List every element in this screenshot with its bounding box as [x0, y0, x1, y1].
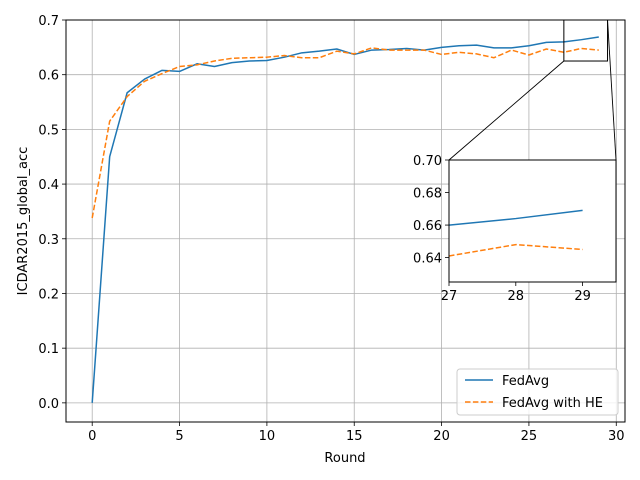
series-line-fedavg — [91, 36, 599, 403]
inset-y-tick-label: 0.68 — [413, 187, 442, 202]
x-tick-label: 0 — [88, 429, 96, 444]
main-series-group — [91, 36, 599, 403]
y-axis-label: ICDAR2015_global_acc — [16, 147, 31, 296]
inset-y-tick-label: 0.70 — [413, 154, 442, 169]
x-tick-label: 20 — [433, 429, 450, 444]
main-axis-ticks: 0 5 10 15 20 25 30 0.0 0.1 0.2 0.3 0.4 0.5 0.6 0.7 — [38, 14, 624, 444]
series-line-fedavg-he — [91, 47, 599, 219]
y-tick-label: 0.5 — [38, 123, 59, 138]
inset-series-group — [449, 209, 583, 257]
legend-box — [456, 368, 619, 416]
y-tick-label: 0.4 — [38, 178, 59, 193]
zoom-indicator — [448, 19, 617, 161]
x-tick-label: 15 — [346, 429, 363, 444]
inset-series-line-fedavg-he — [449, 243, 583, 257]
x-tick-label: 10 — [259, 429, 276, 444]
x-tick-label: 30 — [608, 429, 625, 444]
inset-x-tick-label: 29 — [574, 289, 591, 304]
inset-x-tick-label: 28 — [508, 289, 525, 304]
inset-chart: 27 28 29 0.64 0.66 0.68 0.70 — [413, 154, 617, 304]
legend: FedAvg FedAvg with HE — [456, 368, 619, 416]
y-tick-label: 0.3 — [38, 233, 59, 248]
y-tick-label: 0.1 — [38, 342, 59, 357]
x-tick-label: 25 — [521, 429, 538, 444]
inset-y-tick-label: 0.66 — [413, 219, 442, 234]
x-tick-label: 5 — [175, 429, 183, 444]
y-tick-label: 0.7 — [38, 14, 59, 29]
y-tick-label: 0.6 — [38, 69, 59, 84]
x-axis-label: Round — [324, 451, 365, 466]
inset-series-line-fedavg — [449, 209, 583, 226]
inset-frame — [448, 159, 617, 283]
legend-label-fedavg: FedAvg — [502, 374, 549, 389]
zoom-connector-left — [448, 60, 565, 161]
inset-y-tick-label: 0.64 — [413, 252, 442, 267]
legend-label-fedavg-he: FedAvg with HE — [502, 396, 603, 411]
inset-x-tick-label: 27 — [441, 289, 458, 304]
y-tick-label: 0.0 — [38, 397, 59, 412]
zoom-connector-right — [607, 19, 617, 161]
inset-background — [449, 160, 616, 282]
main-plot-frame — [65, 19, 626, 423]
zoom-rectangle — [563, 19, 609, 62]
y-tick-label: 0.2 — [38, 287, 59, 302]
